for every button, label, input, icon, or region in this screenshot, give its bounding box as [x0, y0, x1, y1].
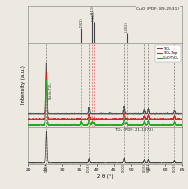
Text: (111): (111) [90, 5, 94, 14]
Text: (204): (204) [172, 163, 177, 173]
Text: Rutile-TiO₂: Rutile-TiO₂ [49, 81, 52, 99]
Text: (105): (105) [142, 163, 146, 173]
Text: (200): (200) [122, 163, 126, 173]
Text: TiO₂ (PDF: 21-1272): TiO₂ (PDF: 21-1272) [114, 128, 154, 132]
Text: CuO (PDF: 89-2531): CuO (PDF: 89-2531) [136, 7, 179, 11]
Text: (004): (004) [87, 163, 91, 173]
Text: (101): (101) [44, 163, 48, 173]
Text: (002): (002) [79, 17, 83, 27]
Text: (211): (211) [146, 163, 150, 173]
Legend: TiO₂, TiO₂-Top, CuO/TiO₂: TiO₂, TiO₂-Top, CuO/TiO₂ [155, 45, 180, 62]
Y-axis label: Intensity (a.u.): Intensity (a.u.) [21, 66, 26, 105]
Text: (-202): (-202) [124, 21, 129, 32]
Text: (¯200): (¯200) [92, 10, 96, 21]
X-axis label: 2 θ (°): 2 θ (°) [97, 174, 114, 179]
